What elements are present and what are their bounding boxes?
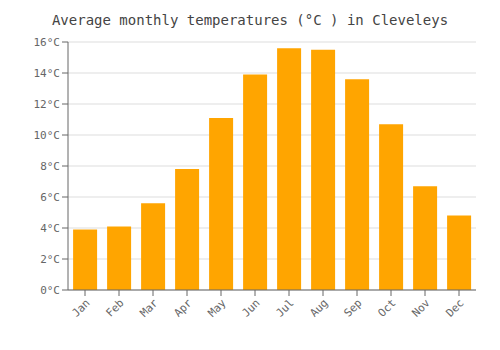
svg-text:4°C: 4°C (40, 222, 60, 235)
svg-text:Jan: Jan (69, 296, 92, 319)
html-text:Average monthly temperatures (: Average monthly temperatures (°C ) in Cl… (51, 12, 449, 28)
svg-text:12°C: 12°C (34, 98, 61, 111)
svg-text:Sep: Sep (341, 296, 364, 319)
svg-text:8°C: 8°C (40, 160, 60, 173)
svg-text:14°C: 14°C (34, 67, 61, 80)
svg-text:Jun: Jun (239, 296, 262, 319)
svg-text:Apr: Apr (171, 296, 195, 320)
svg-text:6°C: 6°C (40, 191, 60, 204)
svg-text:Aug: Aug (307, 296, 330, 319)
svg-text:16°C: 16°C (34, 36, 61, 49)
svg-text:Mar: Mar (137, 296, 161, 320)
svg-text:2°C: 2°C (40, 253, 60, 266)
svg-text:May: May (205, 296, 229, 320)
svg-text:Feb: Feb (103, 296, 126, 319)
svg-text:0°C: 0°C (40, 284, 60, 297)
svg-text:Jul: Jul (273, 296, 296, 319)
svg-text:10°C: 10°C (34, 129, 61, 142)
svg-text:Nov: Nov (409, 296, 433, 320)
svg-text:Dec: Dec (443, 296, 466, 319)
svg-text:Oct: Oct (375, 296, 398, 319)
